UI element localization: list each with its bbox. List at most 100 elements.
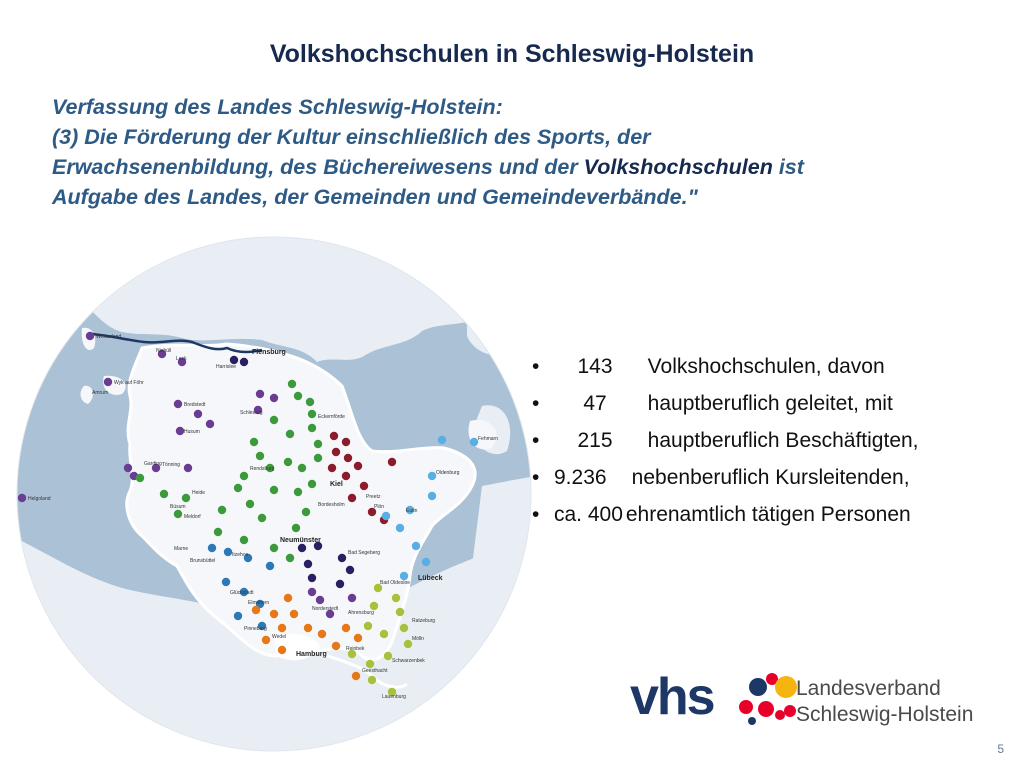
label-reinbek: Reinbek xyxy=(346,646,365,652)
vhs-dot xyxy=(367,675,377,685)
vhs-dot xyxy=(285,553,295,563)
vhs-dot xyxy=(437,435,447,445)
vhs-dot xyxy=(217,505,227,515)
vhs-dot xyxy=(257,513,267,523)
logo-dots-icon xyxy=(739,673,797,725)
vhs-dot xyxy=(335,579,345,589)
vhs-dot xyxy=(327,463,337,473)
vhs-dot xyxy=(205,419,215,429)
vhs-dot xyxy=(223,547,233,557)
label-fehmarn: Fehmarn xyxy=(478,436,498,442)
vhs-dot xyxy=(387,687,397,697)
vhs-dot xyxy=(331,447,341,457)
label-rendsburg: Rendsburg xyxy=(250,466,275,472)
page-title: Volkshochschulen in Schleswig-Holstein xyxy=(269,40,755,68)
vhs-dot xyxy=(297,463,307,473)
stat-text: hauptberuflich geleitet, mit xyxy=(647,392,893,415)
stat-number: 47 xyxy=(583,392,607,415)
vhs-dot xyxy=(193,409,203,419)
label-kiel: Kiel xyxy=(330,481,343,488)
vhs-dot xyxy=(265,561,275,571)
vhs-dot xyxy=(317,629,327,639)
vhs-dot xyxy=(391,593,401,603)
stat-number: ca. 400 xyxy=(554,503,623,526)
label-schleswig: Schleswig xyxy=(240,410,263,416)
label-preetz: Preetz xyxy=(366,494,381,500)
vhs-dot xyxy=(313,453,323,463)
vhs-dot xyxy=(239,587,249,597)
vhs-dot xyxy=(269,543,279,553)
label-wyk: Wyk auf Föhr xyxy=(114,380,144,386)
danish-border xyxy=(91,332,263,354)
label-luebeck: Lübeck xyxy=(418,575,443,582)
vhs-dot xyxy=(399,623,409,633)
vhs-dot xyxy=(367,507,377,517)
stat-number: 143 xyxy=(577,355,613,378)
vhs-dot xyxy=(85,331,95,341)
vhs-dot xyxy=(469,437,479,447)
vhs-dot xyxy=(183,463,193,473)
hamburg-area xyxy=(274,633,320,661)
vhs-dot xyxy=(253,405,263,415)
vhs-dot xyxy=(257,621,267,631)
vhs-dot xyxy=(427,491,437,501)
mecklenburg-land xyxy=(472,476,531,566)
vhs-dot xyxy=(251,605,261,615)
label-wedel: Wedel xyxy=(272,634,286,640)
label-westerland: Westerland xyxy=(96,334,121,340)
vhs-dot xyxy=(213,527,223,537)
label-pinneberg: Pinneberg xyxy=(244,626,267,632)
schleswig-holstein-map: Flensburg Kiel Neumünster Lübeck Hamburg… xyxy=(12,236,536,752)
label-ratzeburg: Ratzeburg xyxy=(412,618,435,624)
vhs-dot xyxy=(411,541,421,551)
label-eckernfoerde: Eckernförde xyxy=(318,414,345,420)
vhs-dot xyxy=(243,553,253,563)
vhs-dot xyxy=(381,511,391,521)
vhs-dot xyxy=(345,565,355,575)
label-glueckstadt: Glückstadt xyxy=(230,590,254,596)
vhs-dot xyxy=(283,593,293,603)
vhs-dot xyxy=(255,599,265,609)
quote-line-2: (3) Die Förderung der Kultur einschließl… xyxy=(52,125,651,149)
vhs-dot xyxy=(399,571,409,581)
label-flensburg: Flensburg xyxy=(252,349,286,356)
label-norderstedt: Norderstedt xyxy=(312,606,339,612)
vhs-dot xyxy=(277,623,287,633)
label-buesum: Büsum xyxy=(170,504,186,510)
vhs-dot xyxy=(159,489,169,499)
quote-line-3: Erwachsenenbildung, des Büchereiwesens u… xyxy=(52,152,1012,182)
label-neumuenster: Neumünster xyxy=(280,537,321,544)
stat-text: Volkshochschulen, davon xyxy=(647,355,885,378)
vhs-dot xyxy=(269,485,279,495)
vhs-dot xyxy=(405,505,415,515)
stat-text: ehrenamtlich tätigen Personen xyxy=(625,503,911,526)
label-segeberg: Bad Segeberg xyxy=(348,550,380,556)
label-ahrensburg: Ahrensburg xyxy=(348,610,374,616)
vhs-dot xyxy=(341,623,351,633)
vhs-dot xyxy=(261,635,271,645)
logo-line-1: Landesverband xyxy=(796,677,941,700)
bullet: • xyxy=(532,466,540,489)
vhs-dot xyxy=(301,507,311,517)
label-schwarzenbek: Schwarzenbek xyxy=(392,658,425,664)
stat-item: • 9.236 nebenberuflich Kursleitenden, xyxy=(532,463,919,500)
vhs-logo: vhs Landesverband Schleswig-Holstein xyxy=(630,665,990,735)
vhs-dot xyxy=(287,379,297,389)
label-amrum: Amrum xyxy=(92,390,108,396)
stat-item: • ca. 400 ehrenamtlich tätigen Personen xyxy=(532,500,919,537)
vhs-dot xyxy=(157,349,167,359)
map-svg: Flensburg Kiel Neumünster Lübeck Hamburg… xyxy=(16,236,532,752)
vhs-dot xyxy=(239,471,249,481)
bullet: • xyxy=(532,355,540,378)
label-marne: Marne xyxy=(174,546,188,552)
label-harrislee: Harrislee xyxy=(216,364,236,370)
vhs-dot xyxy=(351,671,361,681)
vhs-dot xyxy=(303,623,313,633)
bullet: • xyxy=(532,429,540,452)
vhs-dot xyxy=(383,651,393,661)
vhs-dot xyxy=(17,493,27,503)
vhs-dot xyxy=(173,399,183,409)
label-oldesloe: Bad Oldesloe xyxy=(380,580,410,586)
vhs-dot xyxy=(277,645,287,655)
vhs-dot xyxy=(331,641,341,651)
